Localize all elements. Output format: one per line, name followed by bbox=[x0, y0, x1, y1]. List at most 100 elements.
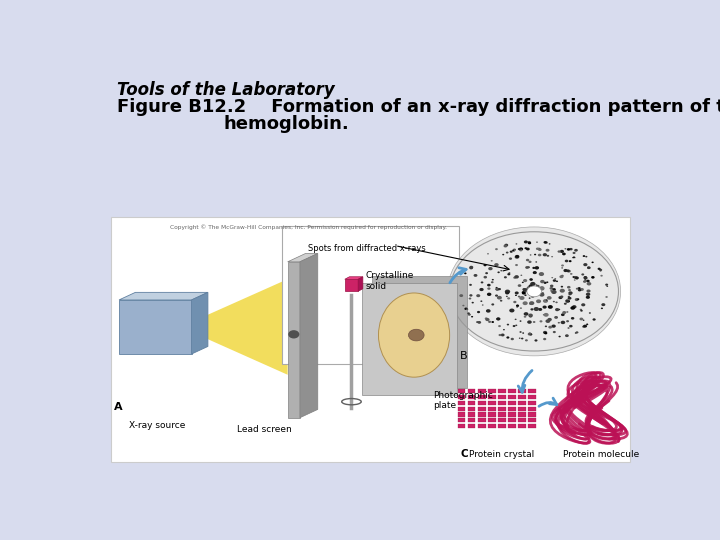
Circle shape bbox=[516, 305, 519, 307]
Circle shape bbox=[509, 258, 512, 260]
Circle shape bbox=[546, 281, 549, 283]
Circle shape bbox=[565, 334, 569, 337]
FancyBboxPatch shape bbox=[487, 407, 495, 411]
Text: Spots from diffracted x-rays: Spots from diffracted x-rays bbox=[308, 244, 426, 253]
Circle shape bbox=[567, 327, 570, 329]
Circle shape bbox=[567, 297, 572, 300]
Circle shape bbox=[486, 309, 490, 313]
Circle shape bbox=[587, 282, 591, 286]
Circle shape bbox=[530, 254, 531, 255]
Circle shape bbox=[571, 317, 575, 320]
FancyBboxPatch shape bbox=[528, 389, 536, 393]
Circle shape bbox=[546, 299, 547, 301]
FancyBboxPatch shape bbox=[487, 389, 495, 393]
Circle shape bbox=[578, 289, 581, 292]
Circle shape bbox=[482, 305, 484, 306]
Circle shape bbox=[575, 332, 577, 334]
Text: Tools of the Laboratory: Tools of the Laboratory bbox=[117, 82, 335, 99]
Circle shape bbox=[522, 292, 526, 295]
Circle shape bbox=[528, 285, 533, 288]
Circle shape bbox=[495, 294, 498, 296]
Circle shape bbox=[544, 241, 547, 244]
Circle shape bbox=[528, 315, 532, 318]
Circle shape bbox=[561, 265, 564, 267]
Circle shape bbox=[519, 338, 521, 339]
Circle shape bbox=[569, 325, 572, 327]
Circle shape bbox=[515, 255, 519, 258]
Circle shape bbox=[553, 279, 557, 282]
Circle shape bbox=[497, 318, 500, 320]
Circle shape bbox=[599, 269, 602, 271]
Text: Protein crystal: Protein crystal bbox=[469, 450, 534, 459]
Circle shape bbox=[557, 251, 561, 253]
Text: Figure B12.2    Formation of an x-ray diffraction pattern of the protein: Figure B12.2 Formation of an x-ray diffr… bbox=[117, 98, 720, 116]
Circle shape bbox=[592, 261, 594, 263]
Circle shape bbox=[506, 336, 509, 339]
Circle shape bbox=[574, 279, 576, 281]
Circle shape bbox=[527, 320, 532, 324]
Circle shape bbox=[484, 276, 487, 279]
Circle shape bbox=[536, 299, 541, 303]
Polygon shape bbox=[372, 275, 467, 388]
Circle shape bbox=[515, 255, 519, 259]
FancyBboxPatch shape bbox=[111, 217, 630, 462]
Circle shape bbox=[600, 275, 603, 276]
FancyBboxPatch shape bbox=[487, 424, 495, 428]
Circle shape bbox=[488, 267, 492, 271]
Circle shape bbox=[543, 253, 547, 256]
FancyBboxPatch shape bbox=[518, 407, 526, 411]
FancyBboxPatch shape bbox=[508, 413, 516, 417]
Circle shape bbox=[567, 296, 570, 298]
Circle shape bbox=[534, 266, 539, 269]
FancyBboxPatch shape bbox=[498, 424, 505, 428]
Circle shape bbox=[573, 256, 575, 258]
Circle shape bbox=[552, 256, 553, 258]
Circle shape bbox=[552, 288, 556, 291]
Circle shape bbox=[540, 280, 544, 284]
Circle shape bbox=[527, 241, 531, 244]
Circle shape bbox=[533, 271, 537, 274]
Circle shape bbox=[476, 321, 479, 323]
FancyBboxPatch shape bbox=[518, 424, 526, 428]
Circle shape bbox=[487, 293, 491, 296]
Circle shape bbox=[559, 336, 561, 338]
Circle shape bbox=[510, 338, 514, 340]
Circle shape bbox=[538, 254, 541, 256]
Circle shape bbox=[539, 286, 544, 290]
Circle shape bbox=[509, 308, 515, 313]
Circle shape bbox=[586, 293, 590, 296]
Circle shape bbox=[574, 256, 576, 258]
Circle shape bbox=[564, 269, 567, 272]
FancyBboxPatch shape bbox=[282, 226, 459, 364]
Circle shape bbox=[558, 322, 560, 323]
FancyArrowPatch shape bbox=[450, 268, 466, 283]
Circle shape bbox=[469, 266, 473, 269]
Circle shape bbox=[544, 282, 546, 284]
Circle shape bbox=[567, 311, 568, 313]
Circle shape bbox=[561, 286, 563, 288]
Text: Lead screen: Lead screen bbox=[237, 426, 292, 435]
FancyBboxPatch shape bbox=[508, 389, 516, 393]
Circle shape bbox=[533, 321, 536, 323]
Circle shape bbox=[572, 252, 575, 254]
Circle shape bbox=[548, 305, 553, 309]
Circle shape bbox=[582, 326, 585, 328]
Circle shape bbox=[495, 287, 498, 288]
Circle shape bbox=[476, 294, 480, 297]
Circle shape bbox=[505, 244, 508, 246]
Circle shape bbox=[524, 247, 527, 249]
Circle shape bbox=[550, 285, 554, 287]
Circle shape bbox=[567, 300, 570, 302]
Circle shape bbox=[543, 338, 546, 340]
FancyBboxPatch shape bbox=[468, 401, 475, 405]
Circle shape bbox=[491, 303, 494, 306]
Circle shape bbox=[573, 276, 577, 279]
Circle shape bbox=[593, 318, 595, 321]
Circle shape bbox=[550, 290, 552, 292]
Circle shape bbox=[582, 255, 585, 257]
Circle shape bbox=[448, 227, 621, 356]
Circle shape bbox=[580, 288, 584, 291]
Circle shape bbox=[537, 248, 541, 250]
FancyBboxPatch shape bbox=[498, 395, 505, 399]
Polygon shape bbox=[288, 262, 300, 418]
